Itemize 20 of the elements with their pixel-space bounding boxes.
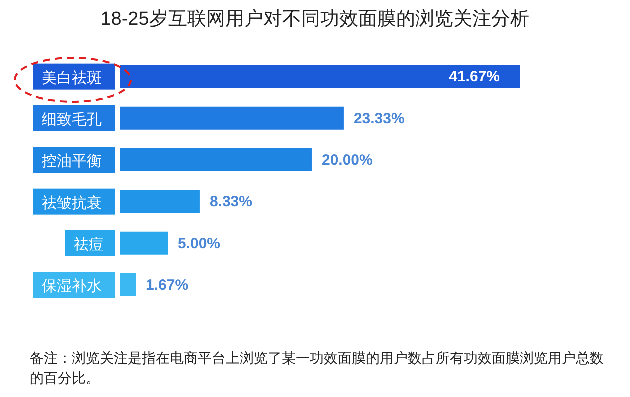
y-tick-label: 保湿补水 <box>42 278 102 296</box>
y-tick-label: 祛痘 <box>74 236 104 254</box>
bar <box>120 106 344 130</box>
bar <box>120 274 136 296</box>
data-label: 23.33% <box>354 110 405 128</box>
data-label: 8.33% <box>210 194 253 211</box>
text: 备注：浏览关注是指在电商平台上浏览了某一功效面膜的用户数占所有功效面膜浏览用户总数的百分比。 <box>30 349 605 388</box>
bar <box>120 148 312 172</box>
y-tick-label: 祛皱抗衰 <box>42 194 102 212</box>
data-label: 20.00% <box>322 152 373 169</box>
bar <box>120 232 168 255</box>
data-label: 1.67% <box>146 277 189 294</box>
data-label: 41.67% <box>449 68 500 86</box>
chart-title: 18-25岁互联网用户对不同功效面膜的浏览关注分析 <box>100 8 530 32</box>
y-tick-label: 控油平衡 <box>42 153 102 170</box>
y-tick-label: 细致毛孔 <box>42 112 102 128</box>
bar <box>120 65 520 88</box>
y-tick-label: 美白祛斑 <box>42 70 102 87</box>
data-label: 5.00% <box>178 235 221 252</box>
bar <box>120 190 200 214</box>
